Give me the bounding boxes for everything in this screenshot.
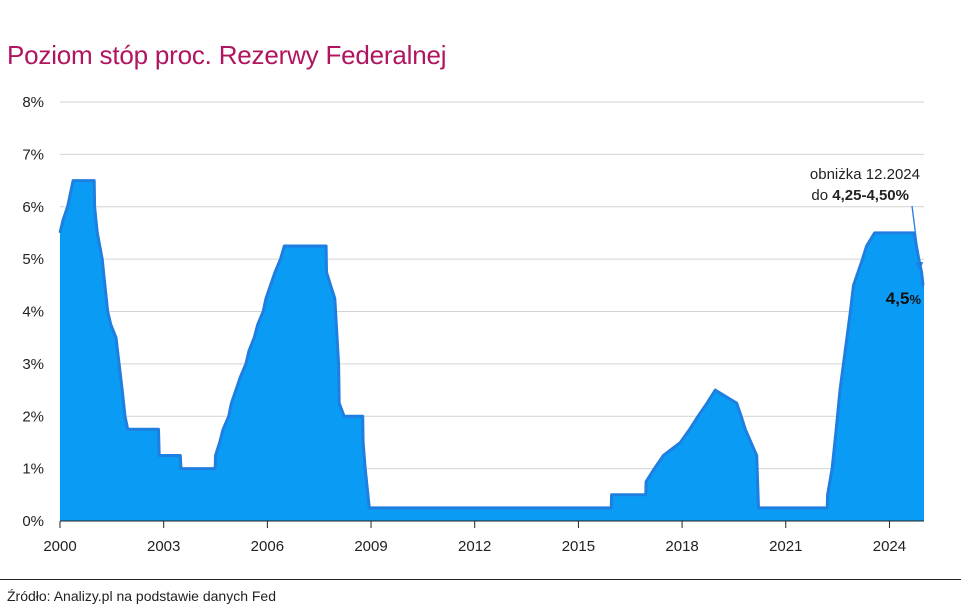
x-tick-label: 2012 — [458, 538, 491, 555]
x-tick-label: 2009 — [354, 538, 387, 555]
x-axis-labels: 2000 2003 2006 2009 2012 2015 2018 2021 2024 — [43, 538, 906, 555]
y-tick-label: 7% — [22, 146, 44, 163]
annotation-cut-prefix: do — [811, 187, 832, 204]
y-tick-label: 6% — [22, 199, 44, 216]
source-note: Źródło: Analizy.pl na podstawie danych F… — [7, 588, 277, 604]
annotations: obniżka 12.2024 do 4,25-4,50% 4,5% — [810, 166, 924, 308]
gridlines — [60, 101, 924, 470]
annotation-cut-value: 4,25-4,50% — [832, 187, 909, 204]
x-tick-label: 2000 — [43, 538, 76, 555]
x-tick-label: 2003 — [147, 538, 180, 555]
annotation-cut-line1: obniżka 12.2024 — [810, 166, 920, 183]
y-tick-label: 1% — [22, 461, 44, 478]
plot-area — [58, 179, 925, 521]
y-tick-label: 8% — [22, 94, 44, 111]
source-divider — [0, 579, 961, 580]
x-tick-label: 2021 — [769, 538, 802, 555]
x-tick-label: 2015 — [562, 538, 595, 555]
annotation-arrow — [911, 205, 924, 271]
y-tick-label: 0% — [22, 513, 44, 530]
fed-rate-chart: 0%1%2%3%4%5%6%7%8% 2000 2003 2006 2009 2012 2… — [22, 94, 925, 555]
y-tick-label: 5% — [22, 251, 44, 268]
x-tick-label: 2018 — [665, 538, 698, 555]
last-value-unit: % — [909, 292, 921, 307]
y-tick-label: 2% — [22, 408, 44, 425]
rate-area — [60, 180, 924, 521]
x-axis — [59, 520, 924, 528]
x-tick-label: 2024 — [873, 538, 906, 555]
last-value-label: 4,5% — [886, 289, 922, 308]
annotation-cut-line2: do 4,25-4,50% — [811, 187, 909, 204]
y-axis-labels: 0% 1% 2% 3% 4% 5% 6% 7% 8% — [22, 94, 44, 530]
y-tick-label: 3% — [22, 356, 44, 373]
y-tick-label: 4% — [22, 304, 44, 321]
rate-line — [58, 179, 925, 510]
last-value-number: 4,5 — [886, 289, 910, 308]
chart-title: Poziom stóp proc. Rezerwy Federalnej — [7, 40, 447, 70]
x-tick-label: 2006 — [251, 538, 284, 555]
